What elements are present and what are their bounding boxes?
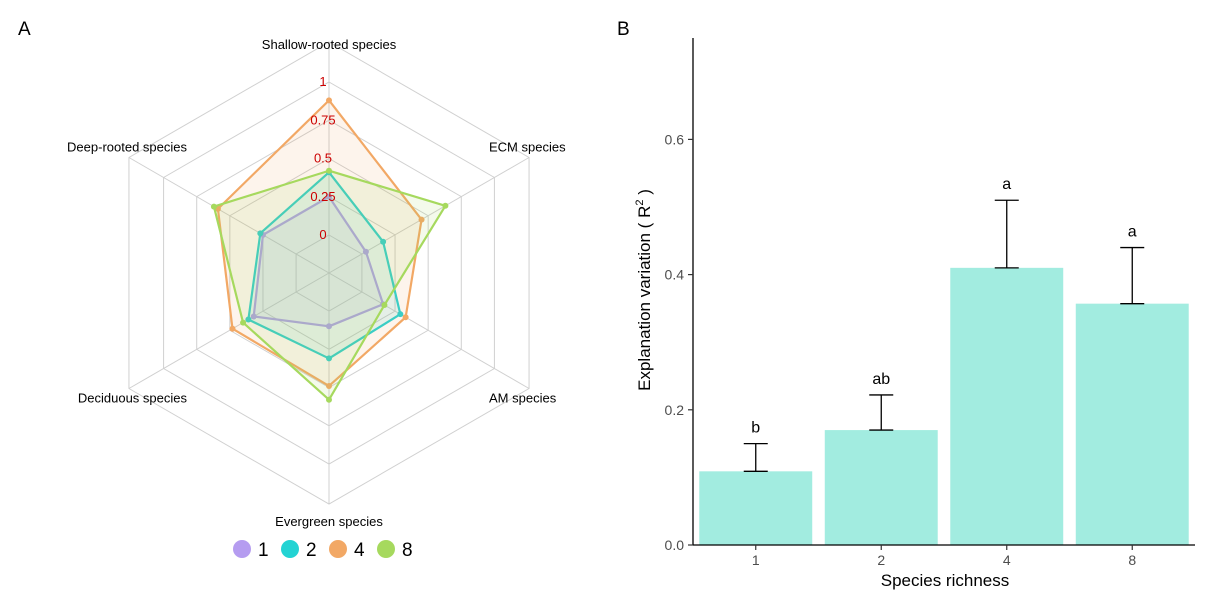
x-axis-title: Species richness [881,571,1010,590]
legend-swatch-8 [377,540,395,558]
bar-panel: B b ab a a 0.0 0.2 0.4 0.6 1 2 4 8 Species richnes… [617,19,1195,590]
legend-label-8: 8 [402,540,413,561]
radar-series-8-point-1 [442,202,449,209]
radar-axis-label-4: Deciduous species [78,391,188,406]
radar-outer-frame [128,41,530,505]
significance-letter-4: a [1002,176,1011,193]
y-tick-label-3: 0.6 [665,131,685,147]
radar-spoke-2 [328,272,530,389]
significance-letter-8: a [1128,224,1137,241]
radar-series-2-point-3 [326,355,332,362]
radar-series-2-point-5 [257,230,264,237]
bar-2 [824,430,938,545]
legend-swatch-2 [281,540,299,558]
bar-4 [950,267,1064,545]
radar-series-1-point-0 [326,193,332,200]
panel-b-letter: B [617,19,630,40]
radar-ring-label-0: 0 [319,227,326,242]
radar-series-1-point-1 [362,248,369,255]
significance-letter-2: ab [872,371,890,388]
radar-series-2-point-1 [380,238,387,245]
radar-series-4-point-2 [402,314,409,321]
bar-1 [699,471,813,545]
radar-axis-labels: Shallow-rooted species ECM species AM spec… [67,37,566,529]
radar-series-1-point-3 [326,323,332,330]
radar-axis-label-3: Evergreen species [275,514,383,529]
radar-series-group [210,97,449,403]
y-tick-label-1: 0.2 [665,402,685,418]
radar-panel: A 0 0.25 0.5 0.75 1 Shallow-rooted species EC… [18,19,566,561]
radar-series-4-point-3 [326,382,332,389]
y-axis-title-sup: 2 [634,200,646,206]
radar-axis-label-2: AM species [489,391,557,406]
radar-spoke-4 [128,272,330,389]
bar-8 [1075,303,1189,545]
radar-ring-label-1: 0.25 [310,189,335,204]
radar-ring-label-3: 0.75 [310,112,335,127]
radar-spoke-1 [328,157,530,274]
radar-series-4-point-1 [418,216,425,223]
radar-series-4-point-4 [229,325,236,332]
y-tick-label-2: 0.4 [665,267,685,283]
radar-series-1-point-4 [250,313,257,320]
y-tick-label-0: 0.0 [665,537,685,553]
x-tick-label-1: 1 [752,552,760,568]
radar-spoke-5 [128,157,330,274]
radar-axis-label-1: ECM species [489,140,566,155]
radar-series-2-point-4 [245,316,252,323]
x-tick-label-2: 2 [877,552,885,568]
significance-letter-1: b [751,420,760,437]
radar-ring-labels: 0 0.25 0.5 0.75 1 [310,74,335,242]
x-tick-label-4: 4 [1003,552,1011,568]
radar-ring-label-4: 1 [319,74,326,89]
radar-ring-label-2: 0.5 [314,151,332,166]
legend-label-4: 4 [354,540,365,561]
y-axis-title: Explanation variation ( R2 ) [634,189,654,391]
radar-grid [128,41,530,505]
y-axis-title-end: ) [635,189,654,199]
radar-series-8-point-4 [240,319,247,326]
radar-axis-label-5: Deep-rooted species [67,140,187,155]
radar-series-4-point-0 [326,97,332,104]
radar-legend: 1 2 4 8 [233,540,413,561]
x-tick-label-8: 8 [1128,552,1136,568]
legend-swatch-4 [329,540,347,558]
y-axis-title-main: Explanation variation ( R [635,206,654,391]
radar-series-8-point-3 [326,396,332,403]
bar-axes: 0.0 0.2 0.4 0.6 1 2 4 8 [665,38,1195,568]
radar-series-8-point-2 [381,302,388,309]
panel-a-letter: A [18,19,31,40]
radar-series-8-point-5 [210,203,217,210]
bar-group: b ab a a [699,176,1189,545]
radar-series-2-point-2 [397,311,404,318]
radar-series-8-point-0 [326,167,332,174]
radar-axis-label-0: Shallow-rooted species [262,37,397,52]
legend-label-2: 2 [306,540,317,561]
legend-label-1: 1 [258,540,269,561]
legend-swatch-1 [233,540,251,558]
